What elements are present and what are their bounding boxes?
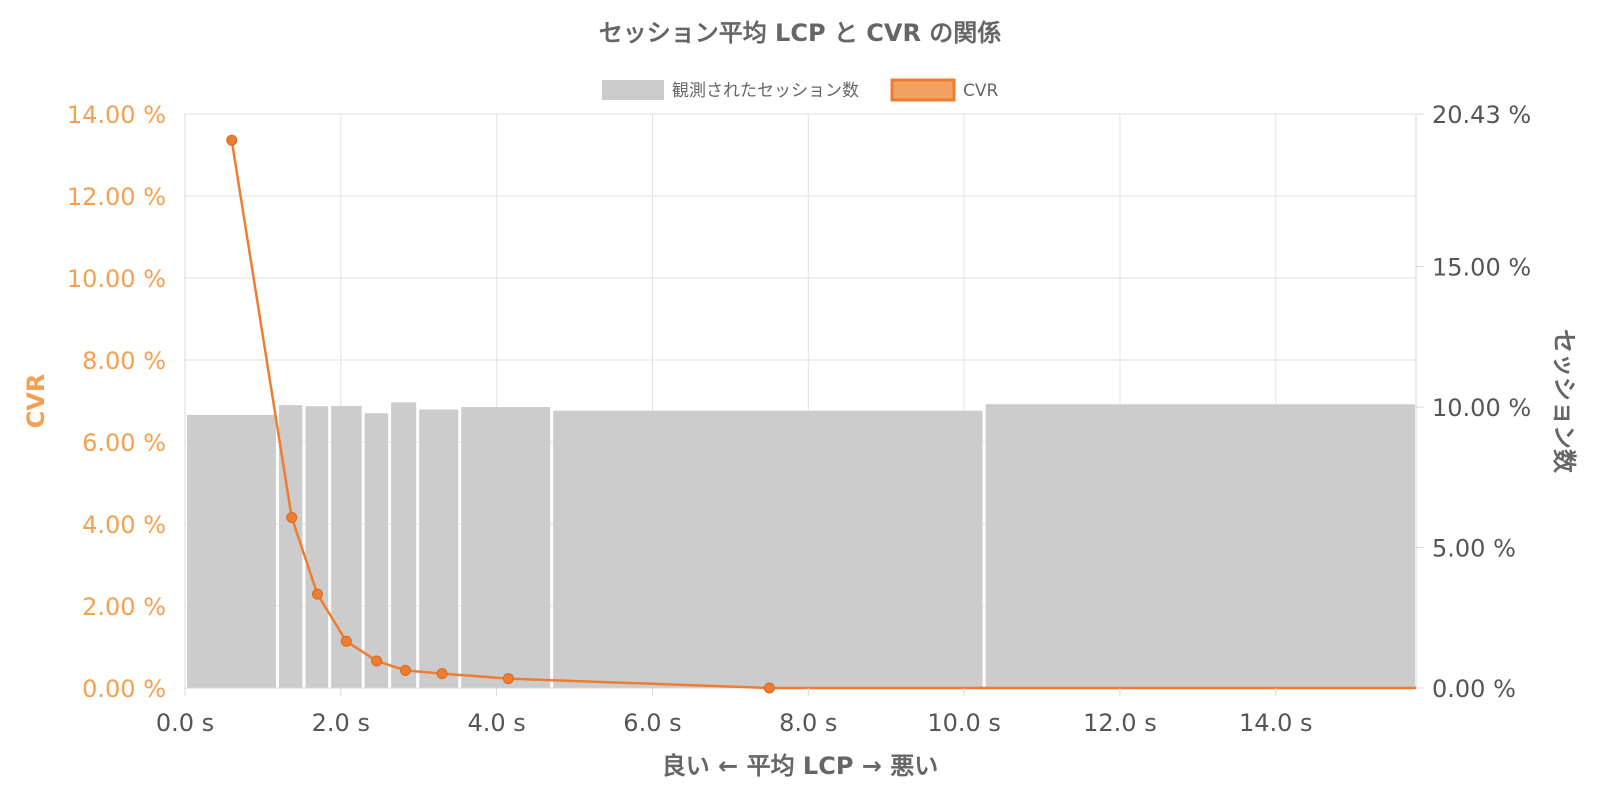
x-tick-label: 14.0 s [1239, 709, 1313, 737]
session-bar [391, 402, 417, 688]
session-bar [985, 404, 1415, 688]
cvr-point [371, 655, 383, 667]
y-left-tick-label: 2.00 % [82, 593, 166, 621]
x-tick-label: 12.0 s [1083, 709, 1157, 737]
cvr-line-layer [226, 134, 1416, 694]
x-tick-label: 0.0 s [156, 709, 214, 737]
y-right-tick-label: 5.00 % [1432, 535, 1516, 563]
y-axis-right: 0.00 % 5.00 % 10.00 % 15.00 % 20.43 % [1416, 101, 1531, 703]
legend-swatch-cvr [890, 78, 956, 102]
legend-swatch-sessions [602, 80, 664, 100]
y-left-tick-label: 10.00 % [67, 265, 166, 293]
y-left-tick-label: 4.00 % [82, 511, 166, 539]
cvr-point [311, 588, 323, 600]
y-right-tick-label: 0.00 % [1432, 675, 1516, 703]
session-bar [553, 410, 983, 688]
y-axis-left-title: CVR [22, 374, 50, 429]
session-bar [305, 406, 329, 688]
legend-label-sessions: 観測されたセッション数 [672, 81, 859, 101]
x-axis-title: 良い ← 平均 LCP → 悪い [662, 752, 939, 780]
y-left-tick-label: 12.00 % [67, 183, 166, 211]
session-bar [278, 405, 303, 688]
cvr-point [763, 682, 775, 694]
y-right-tick-label: 10.00 % [1432, 394, 1531, 422]
legend-item-sessions[interactable]: 観測されたセッション数 [602, 80, 859, 101]
cvr-line [230, 140, 1416, 690]
y-left-tick-label: 8.00 % [82, 347, 166, 375]
chart-title: セッション平均 LCP と CVR の関係 [599, 19, 1002, 47]
x-tick-label: 4.0 s [467, 709, 525, 737]
cvr-point [286, 511, 298, 523]
y-axis-left: 0.00 % 2.00 % 4.00 % 6.00 % 8.00 % 10.00 % 12.… [67, 101, 166, 703]
session-bar [461, 407, 551, 688]
x-axis: 0.0 s 2.0 s 4.0 s 6.0 s 8.0 s 10.0 s 12.0 s 14.… [156, 688, 1313, 737]
x-tick-label: 10.0 s [927, 709, 1001, 737]
cvr-point [340, 635, 352, 647]
session-bar [364, 413, 389, 688]
session-bars [187, 402, 1415, 688]
legend: 観測されたセッション数 CVR [602, 78, 998, 102]
cvr-point [399, 664, 411, 676]
y-left-tick-label: 0.00 % [82, 675, 166, 703]
session-bar [419, 409, 459, 688]
legend-label-cvr: CVR [963, 81, 998, 101]
cvr-point [436, 668, 448, 680]
y-left-tick-label: 14.00 % [67, 101, 166, 129]
x-tick-label: 8.0 s [779, 709, 837, 737]
cvr-point [226, 134, 238, 146]
session-bar [187, 414, 276, 688]
y-right-tick-label: 20.43 % [1432, 101, 1531, 129]
y-left-tick-label: 6.00 % [82, 429, 166, 457]
y-right-tick-label: 15.00 % [1432, 254, 1531, 282]
y-axis-right-title: セッション数 [1550, 329, 1578, 474]
cvr-point [502, 673, 514, 685]
x-tick-label: 2.0 s [312, 709, 370, 737]
x-tick-label: 6.0 s [623, 709, 681, 737]
legend-item-cvr[interactable]: CVR [890, 78, 998, 102]
